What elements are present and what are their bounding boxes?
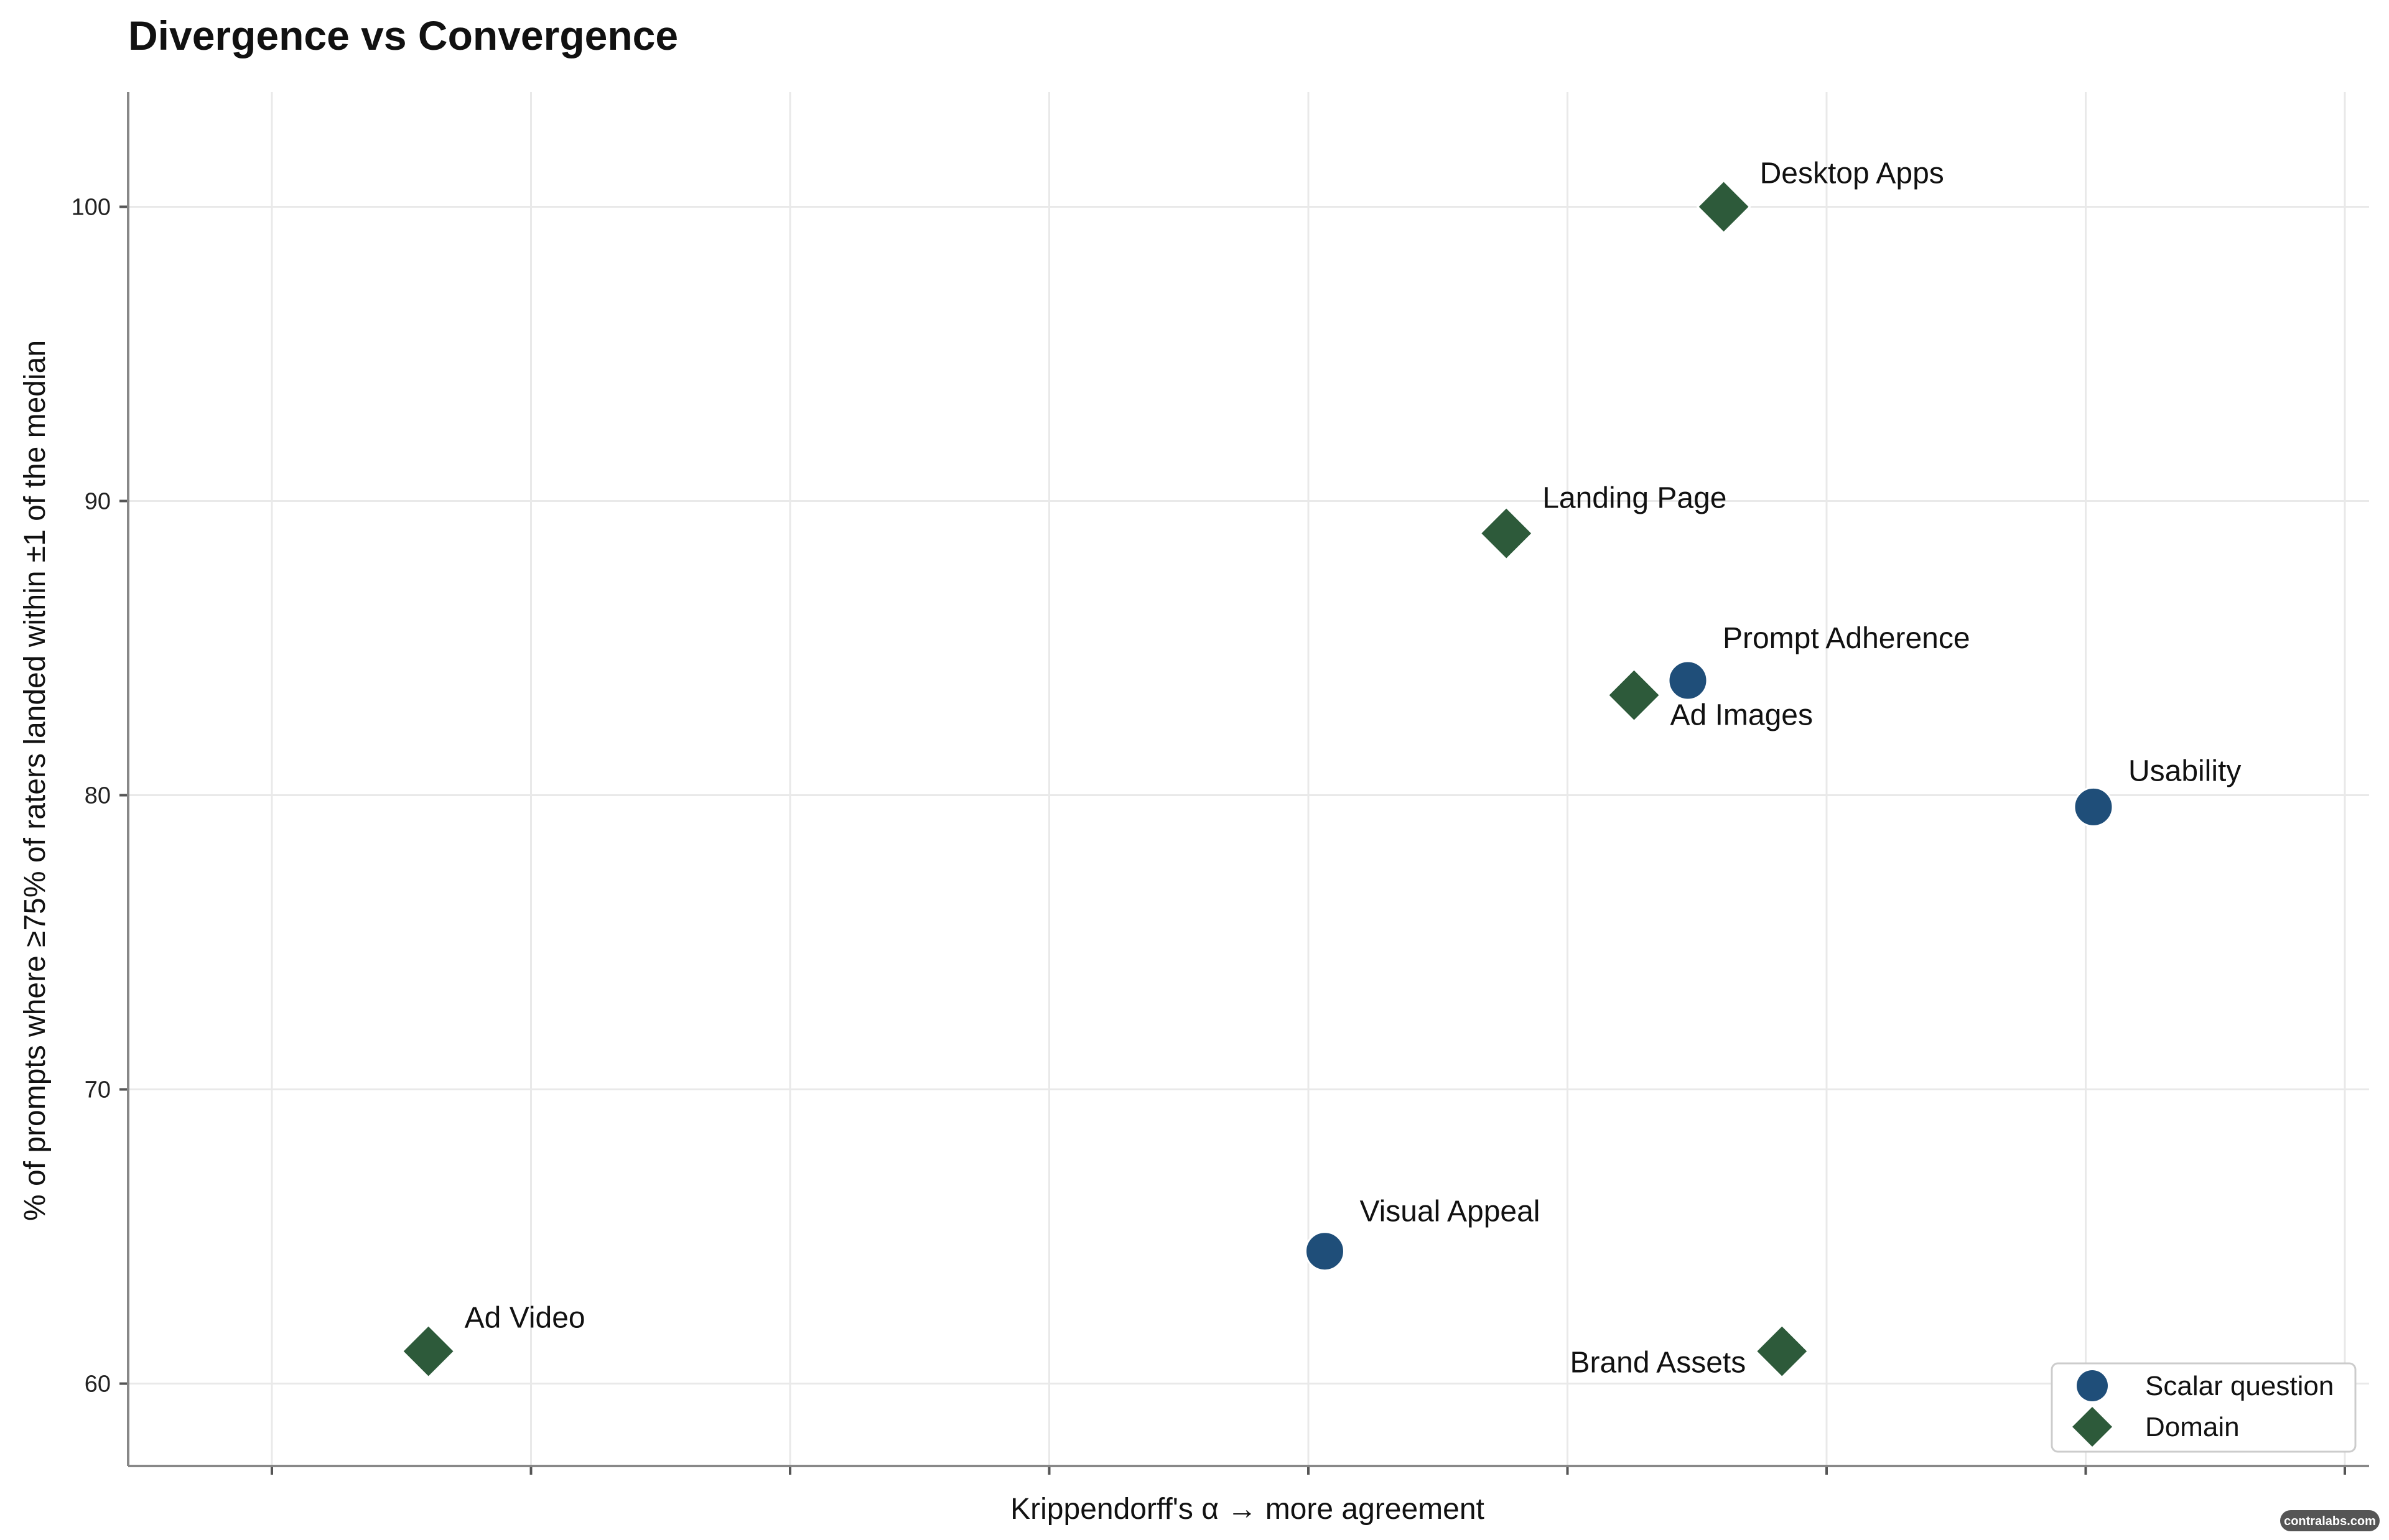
point-prompt-adherence (1667, 660, 1708, 701)
watermark-badge (2280, 1510, 2380, 1531)
legend: Scalar question Domain (2051, 1362, 2357, 1453)
watermark-text: contralabs.com (2284, 1514, 2376, 1528)
point-label-ad-video: Ad Video (465, 1302, 585, 1335)
point-ad-images (1606, 667, 1662, 723)
point-desktop-apps (1696, 179, 1751, 234)
legend-label: Scalar question (2145, 1371, 2334, 1401)
y-axis-title: % of prompts where ≥75% of raters landed… (19, 340, 52, 1221)
point-usability (2073, 786, 2114, 827)
point-label-ad-images: Ad Images (1670, 699, 1813, 732)
y-tick-label: 70 (85, 1077, 111, 1103)
x-axis-title: Krippendorff's α → more agreement (1010, 1493, 1484, 1526)
legend-label: Domain (2145, 1412, 2240, 1442)
watermark: contralabs.com (2280, 1510, 2380, 1531)
legend-marker-diamond (2072, 1407, 2112, 1447)
y-tick-label: 80 (85, 783, 111, 809)
legend-box (2051, 1362, 2357, 1453)
point-landing-page (1479, 506, 1534, 561)
point-label-desktop-apps: Desktop Apps (1760, 157, 1944, 190)
y-tick-label: 90 (85, 488, 111, 514)
chart-title: Divergence vs Convergence (128, 12, 678, 58)
point-ad-video (401, 1324, 456, 1379)
grid (128, 92, 2369, 1466)
data-points (401, 179, 2114, 1379)
y-tick-label: 60 (85, 1371, 111, 1398)
point-label-visual-appeal: Visual Appeal (1359, 1195, 1540, 1228)
point-label-brand-assets: Brand Assets (1570, 1347, 1746, 1380)
point-label-prompt-adherence: Prompt Adherence (1723, 622, 1970, 655)
y-tick-label: 100 (72, 194, 111, 220)
axes: 60 70 80 90 100 (72, 92, 2369, 1475)
data-labels: Desktop Apps Landing Page Ad Images Brand A… (465, 157, 2242, 1379)
point-label-landing-page: Landing Page (1542, 482, 1726, 515)
point-label-usability: Usability (2128, 754, 2241, 787)
legend-marker-circle (2077, 1370, 2108, 1401)
point-brand-assets (1754, 1324, 1810, 1379)
point-visual-appeal (1304, 1231, 1345, 1272)
